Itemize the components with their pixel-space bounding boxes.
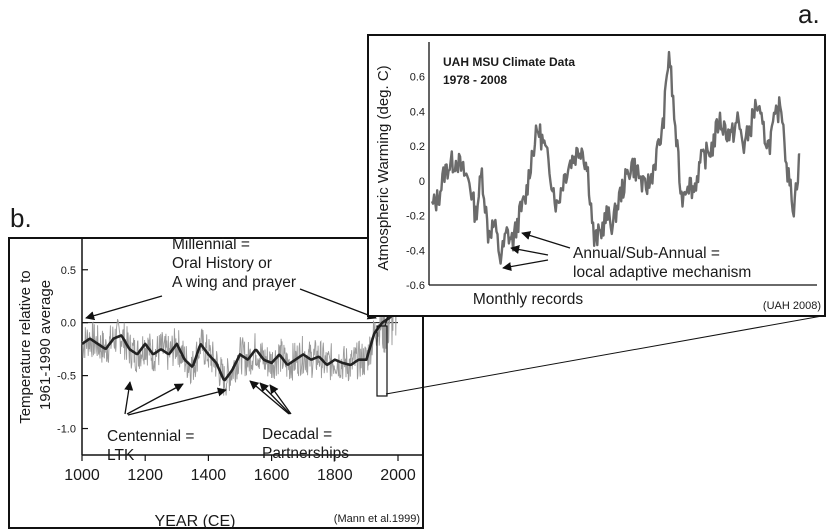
arrow-annual-1 bbox=[521, 231, 571, 249]
panel-a-x-label: Monthly records bbox=[473, 291, 584, 308]
panel-b-y-label: Temperature relative to 1961-1990 averag… bbox=[17, 266, 54, 424]
panel-a-subtitle: 1978 - 2008 bbox=[443, 73, 507, 87]
connector-bottom bbox=[385, 315, 823, 395]
panel-b-x-label: YEAR (CE) bbox=[155, 513, 236, 529]
arrow-decadal-1 bbox=[249, 380, 290, 415]
a-y-tick-label: -0.6 bbox=[406, 280, 425, 292]
b-x-tick-label: 1200 bbox=[127, 467, 163, 484]
panel-a-y-ticks: 0.6 0.4 0.2 0 -0.2 -0.4 -0.6 bbox=[406, 72, 425, 292]
a-y-tick-label: -0.4 bbox=[406, 245, 425, 257]
b-x-tick-label: 2000 bbox=[380, 467, 416, 484]
annotation-millennial: Millennial = Oral History or A wing and pr… bbox=[172, 236, 296, 291]
panel-b-x-ticks: 1000 1200 1400 1600 1800 2000 bbox=[64, 455, 416, 484]
panel-a-letter: a. bbox=[798, 0, 820, 29]
panel-b-smoothed-series bbox=[81, 311, 396, 382]
arrow-millennial-left bbox=[85, 295, 163, 321]
panel-b-raw-series bbox=[81, 277, 397, 396]
a-y-tick-label: -0.2 bbox=[406, 211, 425, 223]
annotation-annual: Annual/Sub-Annual = local adaptive mechan… bbox=[573, 245, 751, 281]
panel-b-frame bbox=[8, 237, 424, 529]
panel-a: a. Atmospheric Warming (deg. C) 0.60.40.… bbox=[367, 0, 826, 317]
annotation-centennial: Centennial = LTK bbox=[107, 428, 194, 464]
arrow-centennial-3 bbox=[127, 387, 227, 416]
panel-a-title: UAH MSU Climate Data bbox=[443, 55, 575, 69]
a-y-tick-label: 0.4 bbox=[410, 106, 425, 118]
panel-b-y-ticks: 0.5 0.0 -0.5 -1.0 bbox=[57, 265, 88, 436]
panel-a-source: (UAH 2008) bbox=[763, 300, 821, 312]
b-x-tick-label: 1600 bbox=[254, 467, 290, 484]
b-x-tick-label: 1400 bbox=[191, 467, 227, 484]
panel-a-y-label: Atmospheric Warming (deg. C) bbox=[375, 65, 392, 270]
b-y-tick-label: -1.0 bbox=[57, 424, 76, 436]
connector-top bbox=[384, 315, 389, 327]
annotation-decadal: Decadal = Partnerships bbox=[262, 426, 349, 462]
a-y-tick-label: 0.2 bbox=[410, 141, 425, 153]
panel-a-series bbox=[430, 50, 801, 265]
b-x-tick-label: 1000 bbox=[64, 467, 100, 484]
b-y-tick-label: 0.0 bbox=[61, 318, 76, 330]
arrow-annual-3 bbox=[502, 259, 549, 272]
a-y-tick-label: 0 bbox=[419, 176, 425, 188]
arrow-annual-2 bbox=[510, 245, 549, 256]
b-y-tick-label: 0.5 bbox=[61, 265, 76, 277]
arrow-centennial-1 bbox=[124, 381, 134, 415]
b-x-tick-label: 1800 bbox=[317, 467, 353, 484]
arrow-centennial-2 bbox=[126, 383, 184, 415]
panel-b-source: (Mann et al.1999) bbox=[334, 513, 420, 525]
panel-b-letter: b. bbox=[10, 203, 32, 233]
a-y-tick-label: 0.6 bbox=[410, 72, 425, 84]
arrow-millennial-right bbox=[299, 288, 377, 320]
panel-b: b. Temperature relative to 1961-1990 ave… bbox=[8, 203, 424, 529]
arrow-decadal-3 bbox=[269, 384, 292, 415]
panel-b-zoom-box bbox=[376, 325, 388, 397]
b-y-tick-label: -0.5 bbox=[57, 371, 76, 383]
arrow-decadal-2 bbox=[259, 382, 291, 415]
